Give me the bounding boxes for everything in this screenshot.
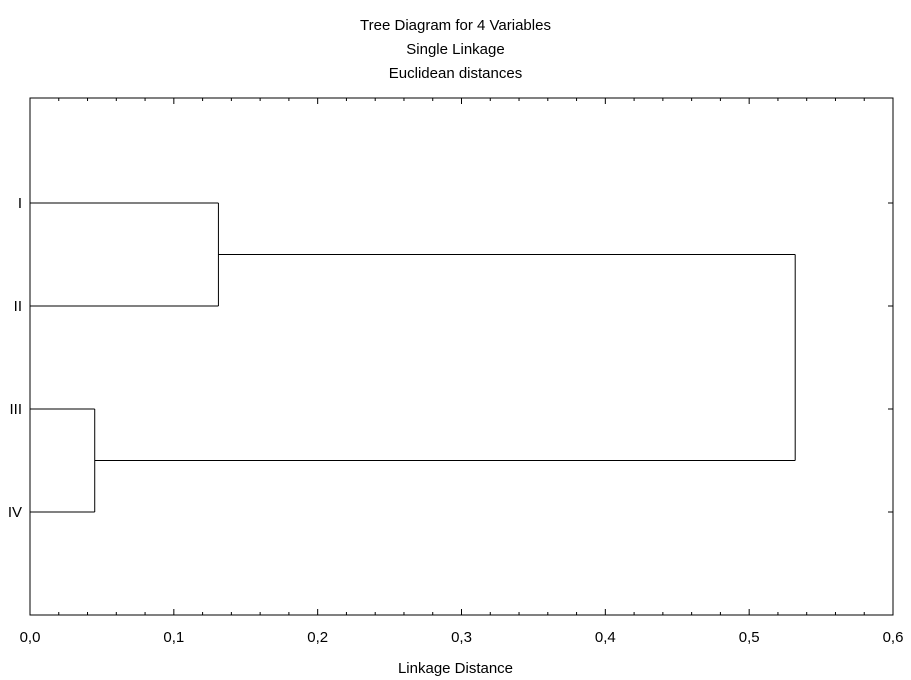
leaf-label: II (14, 298, 22, 315)
chart-title: Tree Diagram for 4 Variables (360, 17, 551, 34)
x-tick-label: 0,2 (307, 629, 328, 646)
leaf-label: IV (8, 504, 22, 521)
dendrogram-branches (30, 202, 796, 513)
x-tick-label: 0,3 (451, 629, 472, 646)
x-axis-label: Linkage Distance (397, 660, 514, 677)
x-tick-label: 0,6 (883, 629, 904, 646)
leaf-label: I (18, 195, 22, 212)
x-tick-label: 0,1 (163, 629, 184, 646)
x-tick-label: 0,5 (739, 629, 760, 646)
x-tick-label: 0,4 (595, 629, 616, 646)
leaf-label: III (9, 401, 22, 418)
axis-ticks (29, 98, 894, 615)
x-tick-label: 0,0 (20, 629, 41, 646)
chart-subtitle-distance: Euclidean distances (388, 65, 523, 82)
chart-subtitle-linkage: Single Linkage (406, 41, 505, 58)
x-tick-labels: 0,0 0,1 0,2 0,3 0,4 0,5 0,6 (20, 629, 904, 646)
plot-frame (29, 97, 894, 616)
